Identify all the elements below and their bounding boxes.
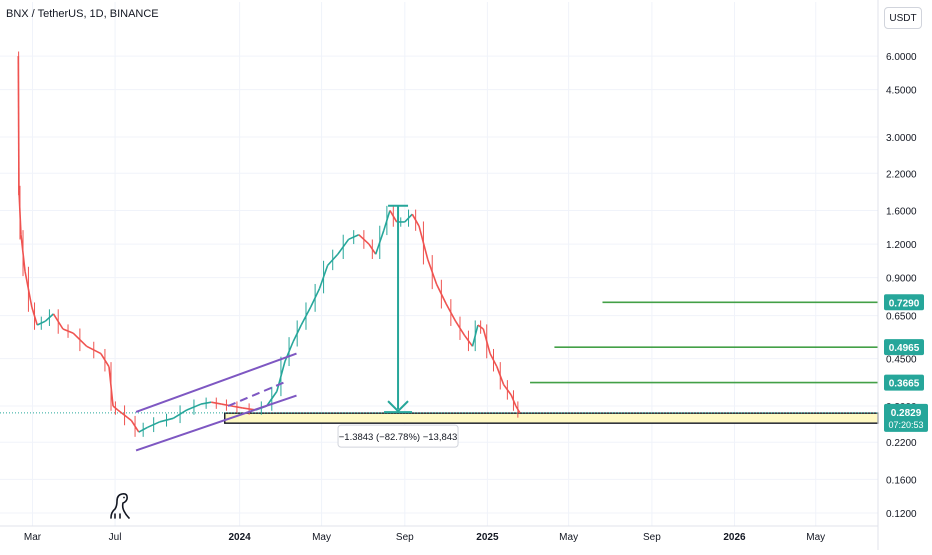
measure-label: −1.3843 (−82.78%) −13,843 — [339, 432, 458, 443]
y-tick-label: 0.2200 — [886, 438, 917, 449]
y-tick-label: 6.0000 — [886, 52, 917, 63]
y-tick-label: 0.1200 — [886, 509, 917, 520]
grid — [0, 2, 878, 526]
y-tick-label: 0.4500 — [886, 355, 917, 366]
symbol-title: BNX / TetherUS, 1D, BINANCE — [6, 8, 159, 20]
y-tick-label: 1.2000 — [886, 240, 917, 251]
y-tick-label: 4.5000 — [886, 86, 917, 97]
support-zone — [224, 412, 879, 424]
price-series — [17, 51, 521, 437]
axes: 6.0000 4.5000 3.0000 2.2000 1.6000 1.2000 0.90… — [0, 0, 917, 550]
measure-label-box — [337, 424, 459, 448]
y-tick-label: 0.9000 — [886, 274, 917, 285]
y-tick-label: 3.0000 — [886, 133, 917, 144]
countdown-label: 07:20:53 — [888, 420, 923, 430]
channel-drawing — [135, 352, 297, 452]
channel-middle-line — [227, 380, 287, 407]
target-price-badge — [884, 294, 924, 311]
target-lines — [530, 301, 878, 384]
currency-button[interactable]: USDT — [884, 7, 922, 29]
x-tick-label: 2024 — [229, 532, 252, 543]
channel-upper-line — [135, 352, 297, 413]
x-tick-label: Jul — [109, 532, 122, 543]
x-tick-label: May — [312, 532, 331, 543]
x-tick-label: 2025 — [476, 532, 499, 543]
target-price-label: 0.3665 — [889, 379, 920, 390]
x-tick-label: Mar — [24, 532, 42, 543]
target-price-label: 0.7290 — [889, 298, 920, 309]
target-price-label: 0.4965 — [889, 343, 920, 354]
y-tick-label: 1.6000 — [886, 206, 917, 217]
x-tick-label: May — [559, 532, 578, 543]
dinosaur-logo-icon — [110, 493, 130, 519]
channel-lower-line — [135, 394, 297, 452]
last-price-label: 0.2829 — [891, 408, 922, 419]
y-tick-label: 2.2000 — [886, 169, 917, 180]
x-tick-label: Sep — [643, 532, 661, 543]
y-tick-label: 0.6500 — [886, 312, 917, 323]
y-tick-label: 0.1600 — [886, 475, 917, 486]
target-price-badge — [884, 339, 924, 356]
last-price-badge — [884, 403, 928, 432]
x-tick-label: Sep — [396, 532, 414, 543]
x-tick-label: May — [806, 532, 825, 543]
x-tick-label: 2026 — [723, 532, 746, 543]
measure-drawing: −1.3843 (−82.78%) −13,843 — [337, 204, 459, 448]
target-price-badge — [884, 374, 924, 391]
